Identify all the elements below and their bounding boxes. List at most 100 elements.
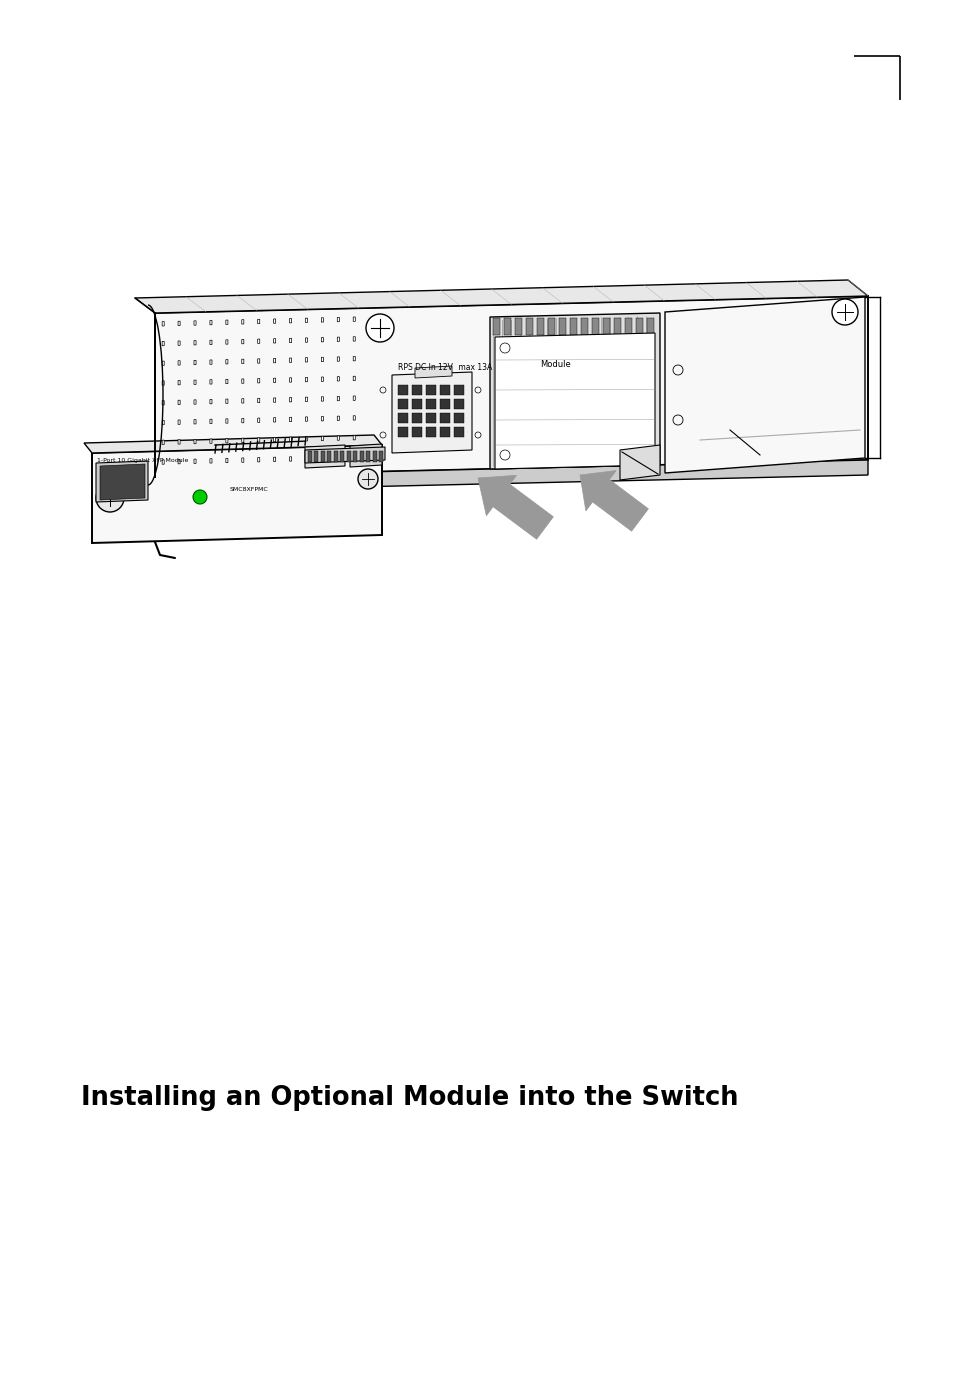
- Polygon shape: [321, 318, 323, 322]
- Polygon shape: [397, 414, 408, 423]
- Circle shape: [193, 490, 207, 504]
- Polygon shape: [415, 366, 452, 378]
- Polygon shape: [334, 451, 337, 462]
- Polygon shape: [426, 428, 436, 437]
- Polygon shape: [412, 384, 421, 396]
- Polygon shape: [579, 471, 648, 532]
- Polygon shape: [178, 380, 180, 384]
- Polygon shape: [412, 428, 421, 437]
- Polygon shape: [321, 337, 323, 341]
- Polygon shape: [241, 458, 244, 462]
- Polygon shape: [619, 446, 659, 480]
- Polygon shape: [353, 337, 355, 341]
- Polygon shape: [274, 339, 275, 343]
- Polygon shape: [321, 378, 323, 382]
- Polygon shape: [162, 421, 164, 425]
- Polygon shape: [426, 414, 436, 423]
- Polygon shape: [289, 397, 292, 403]
- Polygon shape: [241, 418, 244, 423]
- Polygon shape: [305, 358, 307, 362]
- Polygon shape: [226, 321, 228, 325]
- Polygon shape: [320, 451, 325, 462]
- Text: max 13A: max 13A: [456, 364, 492, 372]
- Polygon shape: [353, 455, 355, 459]
- Polygon shape: [162, 341, 164, 346]
- Polygon shape: [454, 428, 463, 437]
- Polygon shape: [274, 418, 275, 422]
- Polygon shape: [366, 451, 370, 462]
- Polygon shape: [340, 451, 344, 462]
- Polygon shape: [193, 459, 196, 464]
- Polygon shape: [353, 436, 355, 440]
- Polygon shape: [664, 297, 864, 473]
- Polygon shape: [154, 296, 867, 477]
- Polygon shape: [337, 357, 339, 361]
- Polygon shape: [193, 400, 196, 404]
- Polygon shape: [210, 458, 212, 464]
- Polygon shape: [162, 322, 164, 326]
- Polygon shape: [226, 359, 228, 364]
- Polygon shape: [439, 428, 450, 437]
- Polygon shape: [305, 437, 307, 441]
- Polygon shape: [274, 378, 275, 383]
- Polygon shape: [353, 416, 355, 421]
- Polygon shape: [321, 397, 323, 401]
- Circle shape: [357, 469, 377, 489]
- Polygon shape: [96, 461, 148, 502]
- Polygon shape: [241, 439, 244, 443]
- Polygon shape: [558, 318, 565, 335]
- Polygon shape: [353, 396, 355, 400]
- Polygon shape: [274, 437, 275, 441]
- Polygon shape: [426, 384, 436, 396]
- Polygon shape: [439, 384, 450, 396]
- Polygon shape: [226, 439, 228, 443]
- Polygon shape: [241, 359, 244, 364]
- Polygon shape: [226, 419, 228, 423]
- Polygon shape: [439, 414, 450, 423]
- Circle shape: [96, 484, 124, 512]
- Polygon shape: [257, 379, 259, 383]
- Polygon shape: [580, 318, 587, 335]
- Polygon shape: [305, 397, 307, 401]
- Polygon shape: [91, 446, 381, 543]
- Polygon shape: [257, 339, 259, 343]
- Polygon shape: [193, 380, 196, 384]
- Polygon shape: [274, 398, 275, 403]
- Text: SMC8XFPMC: SMC8XFPMC: [230, 487, 269, 491]
- Polygon shape: [373, 451, 376, 462]
- Polygon shape: [602, 318, 609, 335]
- Polygon shape: [537, 318, 543, 335]
- Polygon shape: [646, 318, 654, 335]
- Polygon shape: [439, 398, 450, 409]
- Polygon shape: [162, 401, 164, 405]
- Polygon shape: [321, 357, 323, 362]
- Polygon shape: [289, 418, 292, 422]
- Polygon shape: [314, 451, 318, 462]
- Polygon shape: [289, 378, 292, 382]
- Text: RPS DC In 12V: RPS DC In 12V: [397, 364, 453, 372]
- Polygon shape: [347, 451, 351, 462]
- Polygon shape: [241, 340, 244, 344]
- Polygon shape: [257, 398, 259, 403]
- Polygon shape: [305, 416, 307, 422]
- Polygon shape: [636, 318, 642, 335]
- Polygon shape: [305, 378, 307, 382]
- Polygon shape: [210, 321, 212, 325]
- Polygon shape: [569, 318, 577, 335]
- Polygon shape: [454, 384, 463, 396]
- Polygon shape: [162, 459, 164, 464]
- Polygon shape: [353, 357, 355, 361]
- Polygon shape: [354, 451, 357, 462]
- Polygon shape: [178, 440, 180, 444]
- Polygon shape: [337, 376, 339, 380]
- Polygon shape: [337, 397, 339, 401]
- Polygon shape: [274, 457, 275, 462]
- Text: Installing an Optional Module into the Switch: Installing an Optional Module into the S…: [81, 1085, 738, 1112]
- Polygon shape: [257, 418, 259, 422]
- Polygon shape: [353, 376, 355, 380]
- Text: 1-Port 10 Gigabit XFP Module: 1-Port 10 Gigabit XFP Module: [97, 458, 188, 464]
- Polygon shape: [327, 451, 331, 462]
- Polygon shape: [490, 314, 659, 469]
- Polygon shape: [289, 437, 292, 441]
- Polygon shape: [100, 464, 145, 500]
